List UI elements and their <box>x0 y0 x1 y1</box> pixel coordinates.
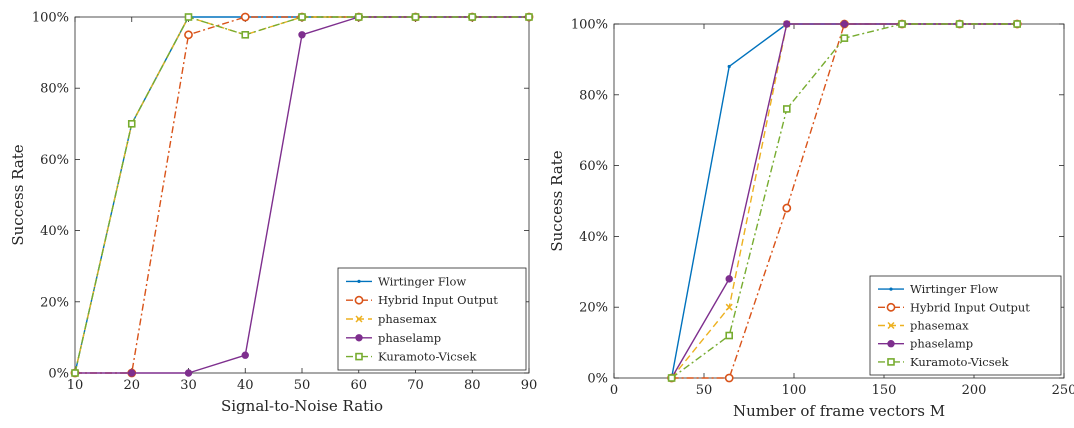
y-tick-label: 20% <box>579 301 608 316</box>
legend-entry: phasemax <box>910 319 969 333</box>
legend-entry: Kuramoto-Vicsek <box>378 350 477 364</box>
y-tick-label: 40% <box>40 224 69 239</box>
legend-entry: phasemax <box>378 312 437 326</box>
x-tick-label: 90 <box>521 378 538 393</box>
legend-marker <box>886 302 896 312</box>
data-point <box>783 20 791 28</box>
data-point <box>782 105 791 113</box>
x-tick-label: 50 <box>696 383 713 398</box>
x-tick-label: 10 <box>67 378 84 393</box>
y-tick-label: 100% <box>571 18 608 33</box>
data-point <box>127 120 136 128</box>
y-axis-label: Success Rate <box>9 144 27 245</box>
data-point <box>725 275 733 283</box>
data-point <box>241 30 250 39</box>
legend: Wirtinger Flow Hybrid Input Output phasema… <box>869 275 1062 376</box>
series-group <box>667 19 1022 383</box>
legend-marker <box>887 358 895 366</box>
legend: Wirtinger Flow Hybrid Input Output phasema… <box>337 267 527 371</box>
data-point <box>184 369 193 377</box>
y-tick-label: 80% <box>579 88 608 103</box>
x-tick-label: 40 <box>237 378 254 393</box>
chart-panel-1: 10 20 30 40 50 60 70 80 90 0% 20% 40% 60% 80% 100% Sign… <box>9 11 537 416</box>
data-point <box>727 64 731 69</box>
data-point <box>724 373 734 383</box>
data-point <box>782 203 792 213</box>
y-axis-label: Success Rate <box>548 150 566 251</box>
data-point <box>725 331 734 340</box>
data-point <box>898 20 906 28</box>
y-tick-label: 0% <box>48 367 69 382</box>
x-tick-label: 60 <box>350 378 367 393</box>
data-point <box>184 30 193 40</box>
legend-entry: phaselamp <box>910 337 973 351</box>
x-tick-label: 70 <box>407 378 424 393</box>
legend-entry: Hybrid Input Output <box>378 293 498 307</box>
legend-marker <box>887 340 895 348</box>
legend-marker <box>355 352 363 361</box>
data-point <box>298 13 306 21</box>
legend-entry: Wirtinger Flow <box>910 282 998 296</box>
legend-marker <box>355 315 363 323</box>
legend-marker <box>355 334 363 342</box>
x-tick-label: 0 <box>610 383 618 398</box>
y-tick-label: 40% <box>579 230 608 245</box>
x-tick-label: 100 <box>782 383 807 398</box>
y-tick-label: 60% <box>579 159 608 174</box>
legend-entry: Kuramoto-Vicsek <box>910 355 1009 369</box>
legend-marker <box>887 321 895 330</box>
x-tick-label: 150 <box>872 383 897 398</box>
y-tick-label: 0% <box>587 372 608 387</box>
series-group <box>70 12 534 378</box>
data-point <box>468 13 477 21</box>
data-point <box>298 31 306 39</box>
data-point <box>725 303 733 311</box>
data-point <box>128 369 136 377</box>
data-point <box>241 351 249 359</box>
y-tick-label: 20% <box>40 295 69 310</box>
data-point <box>955 20 964 28</box>
x-axis-label: Number of frame vectors M <box>733 402 945 420</box>
data-point <box>71 369 79 377</box>
legend-entry: phaselamp <box>378 331 441 345</box>
x-tick-label: 30 <box>180 378 197 393</box>
x-tick-label: 80 <box>464 378 481 393</box>
data-point <box>840 20 849 28</box>
data-point <box>354 13 363 21</box>
y-tick-label: 80% <box>40 82 69 97</box>
chart-panel-2: 0 50 100 150 200 250 0% 20% 40% 60% 80% 100% Number … <box>548 18 1074 421</box>
data-point <box>667 374 676 382</box>
data-point <box>411 13 420 21</box>
y-tick-label: 100% <box>32 11 69 26</box>
x-axis-label: Signal-to-Noise Ratio <box>221 397 383 415</box>
data-point <box>240 12 250 22</box>
legend-entry: Hybrid Input Output <box>910 300 1030 314</box>
x-tick-label: 200 <box>962 383 987 398</box>
x-tick-label: 20 <box>123 378 140 393</box>
legend-entry: Wirtinger Flow <box>378 274 466 288</box>
data-point <box>1013 20 1022 28</box>
legend-marker <box>354 295 364 305</box>
data-point <box>525 13 533 21</box>
legend-marker <box>357 279 361 283</box>
y-tick-label: 60% <box>40 153 69 168</box>
x-tick-label: 250 <box>1052 383 1074 398</box>
data-point <box>184 13 193 21</box>
x-tick-label: 50 <box>294 378 311 393</box>
data-point <box>840 34 849 42</box>
legend-marker <box>889 287 893 291</box>
